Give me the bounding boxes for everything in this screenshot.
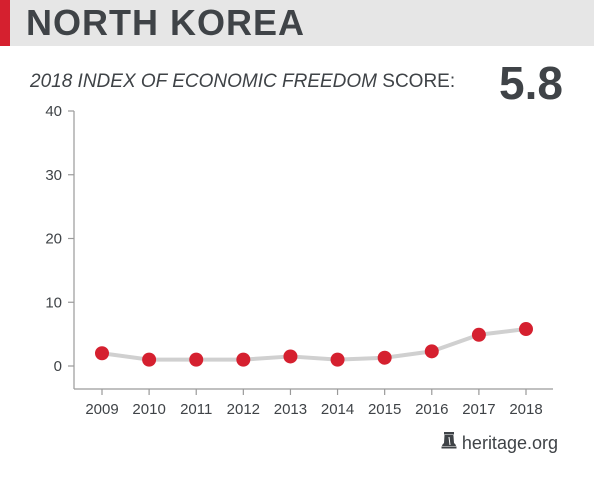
subtitle-index-name: 2018 INDEX OF ECONOMIC FREEDOM bbox=[30, 71, 377, 92]
source-text: heritage.org bbox=[461, 433, 558, 453]
y-tick-label: 10 bbox=[45, 294, 62, 311]
y-tick-label: 0 bbox=[54, 358, 62, 375]
data-point bbox=[424, 344, 439, 359]
data-point bbox=[142, 352, 157, 367]
data-point bbox=[471, 327, 486, 342]
y-tick-label: 20 bbox=[45, 231, 62, 248]
x-tick-label: 2010 bbox=[132, 401, 165, 418]
x-tick-label: 2017 bbox=[462, 401, 495, 418]
data-point bbox=[519, 322, 533, 337]
x-tick-label: 2011 bbox=[180, 401, 212, 418]
series-line bbox=[101, 327, 527, 362]
data-point bbox=[330, 352, 345, 367]
data-point bbox=[377, 350, 392, 365]
y-tick-label: 40 bbox=[45, 103, 62, 120]
x-tick-label: 2012 bbox=[227, 401, 260, 418]
x-tick-label: 2015 bbox=[368, 401, 401, 418]
data-point bbox=[236, 352, 251, 367]
score-value: 5.8 bbox=[499, 57, 563, 109]
subtitle-score-label: SCORE: bbox=[377, 71, 456, 92]
chart-subtitle: 2018 INDEX OF ECONOMIC FREEDOM SCORE: bbox=[30, 71, 455, 93]
y-tick-label: 30 bbox=[45, 167, 62, 184]
country-title: NORTH KOREA bbox=[26, 2, 305, 43]
x-tick-label: 2009 bbox=[85, 401, 118, 418]
header-accent bbox=[0, 0, 10, 46]
header-bar: NORTH KOREA bbox=[0, 0, 594, 46]
data-point bbox=[95, 346, 109, 361]
liberty-bell-icon bbox=[441, 432, 457, 454]
x-tick-label: 2014 bbox=[321, 401, 354, 418]
x-tick-label: 2018 bbox=[509, 401, 542, 418]
source-credit[interactable]: heritage.org bbox=[441, 432, 558, 454]
data-point bbox=[189, 352, 204, 367]
x-tick-label: 2013 bbox=[274, 401, 307, 418]
x-tick-label: 2016 bbox=[415, 401, 448, 418]
data-point bbox=[283, 349, 298, 364]
